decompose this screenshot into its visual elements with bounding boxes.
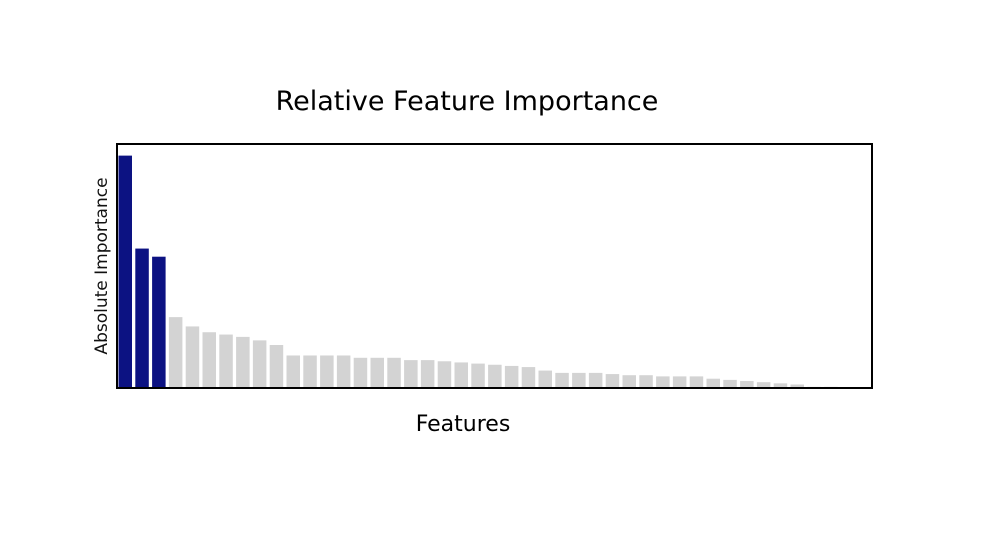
bar-5 <box>185 326 200 388</box>
bar-31 <box>622 375 636 388</box>
bar-8 <box>236 336 250 388</box>
bar-22 <box>471 363 485 388</box>
bar-32 <box>639 375 653 388</box>
bar-9 <box>252 340 267 388</box>
bar-17 <box>387 357 401 388</box>
bar-3 <box>152 256 166 388</box>
bar-20 <box>437 361 452 388</box>
bar-12 <box>303 355 317 388</box>
bar-19 <box>420 360 435 388</box>
bar-25 <box>521 367 536 388</box>
bar-38 <box>740 381 754 388</box>
bar-15 <box>353 357 368 388</box>
bar-23 <box>488 364 502 388</box>
bar-33 <box>656 376 670 388</box>
bar-18 <box>404 360 418 388</box>
x-axis-label: Features <box>415 412 511 437</box>
bar-1 <box>118 155 132 388</box>
bar-40 <box>773 383 788 388</box>
bar-27 <box>555 372 569 388</box>
bar-30 <box>605 374 620 388</box>
bar-4 <box>168 317 183 388</box>
plot-frame <box>116 143 873 389</box>
bar-7 <box>219 334 233 388</box>
bar-13 <box>320 355 334 388</box>
chart-title: Relative Feature Importance <box>275 86 659 117</box>
bar-24 <box>504 365 519 388</box>
bar-11 <box>286 355 300 388</box>
bar-41 <box>790 384 804 388</box>
bar-35 <box>689 376 704 388</box>
bar-6 <box>202 332 216 388</box>
bar-14 <box>336 355 351 388</box>
bar-28 <box>572 372 586 388</box>
bar-36 <box>706 378 720 388</box>
bar-10 <box>269 345 284 388</box>
bar-34 <box>672 376 687 388</box>
bar-29 <box>588 372 603 388</box>
bar-39 <box>756 382 771 388</box>
bar-26 <box>538 370 552 388</box>
bar-21 <box>454 362 468 388</box>
bar-37 <box>723 379 737 388</box>
bar-16 <box>370 357 384 388</box>
bar-2 <box>135 248 149 388</box>
